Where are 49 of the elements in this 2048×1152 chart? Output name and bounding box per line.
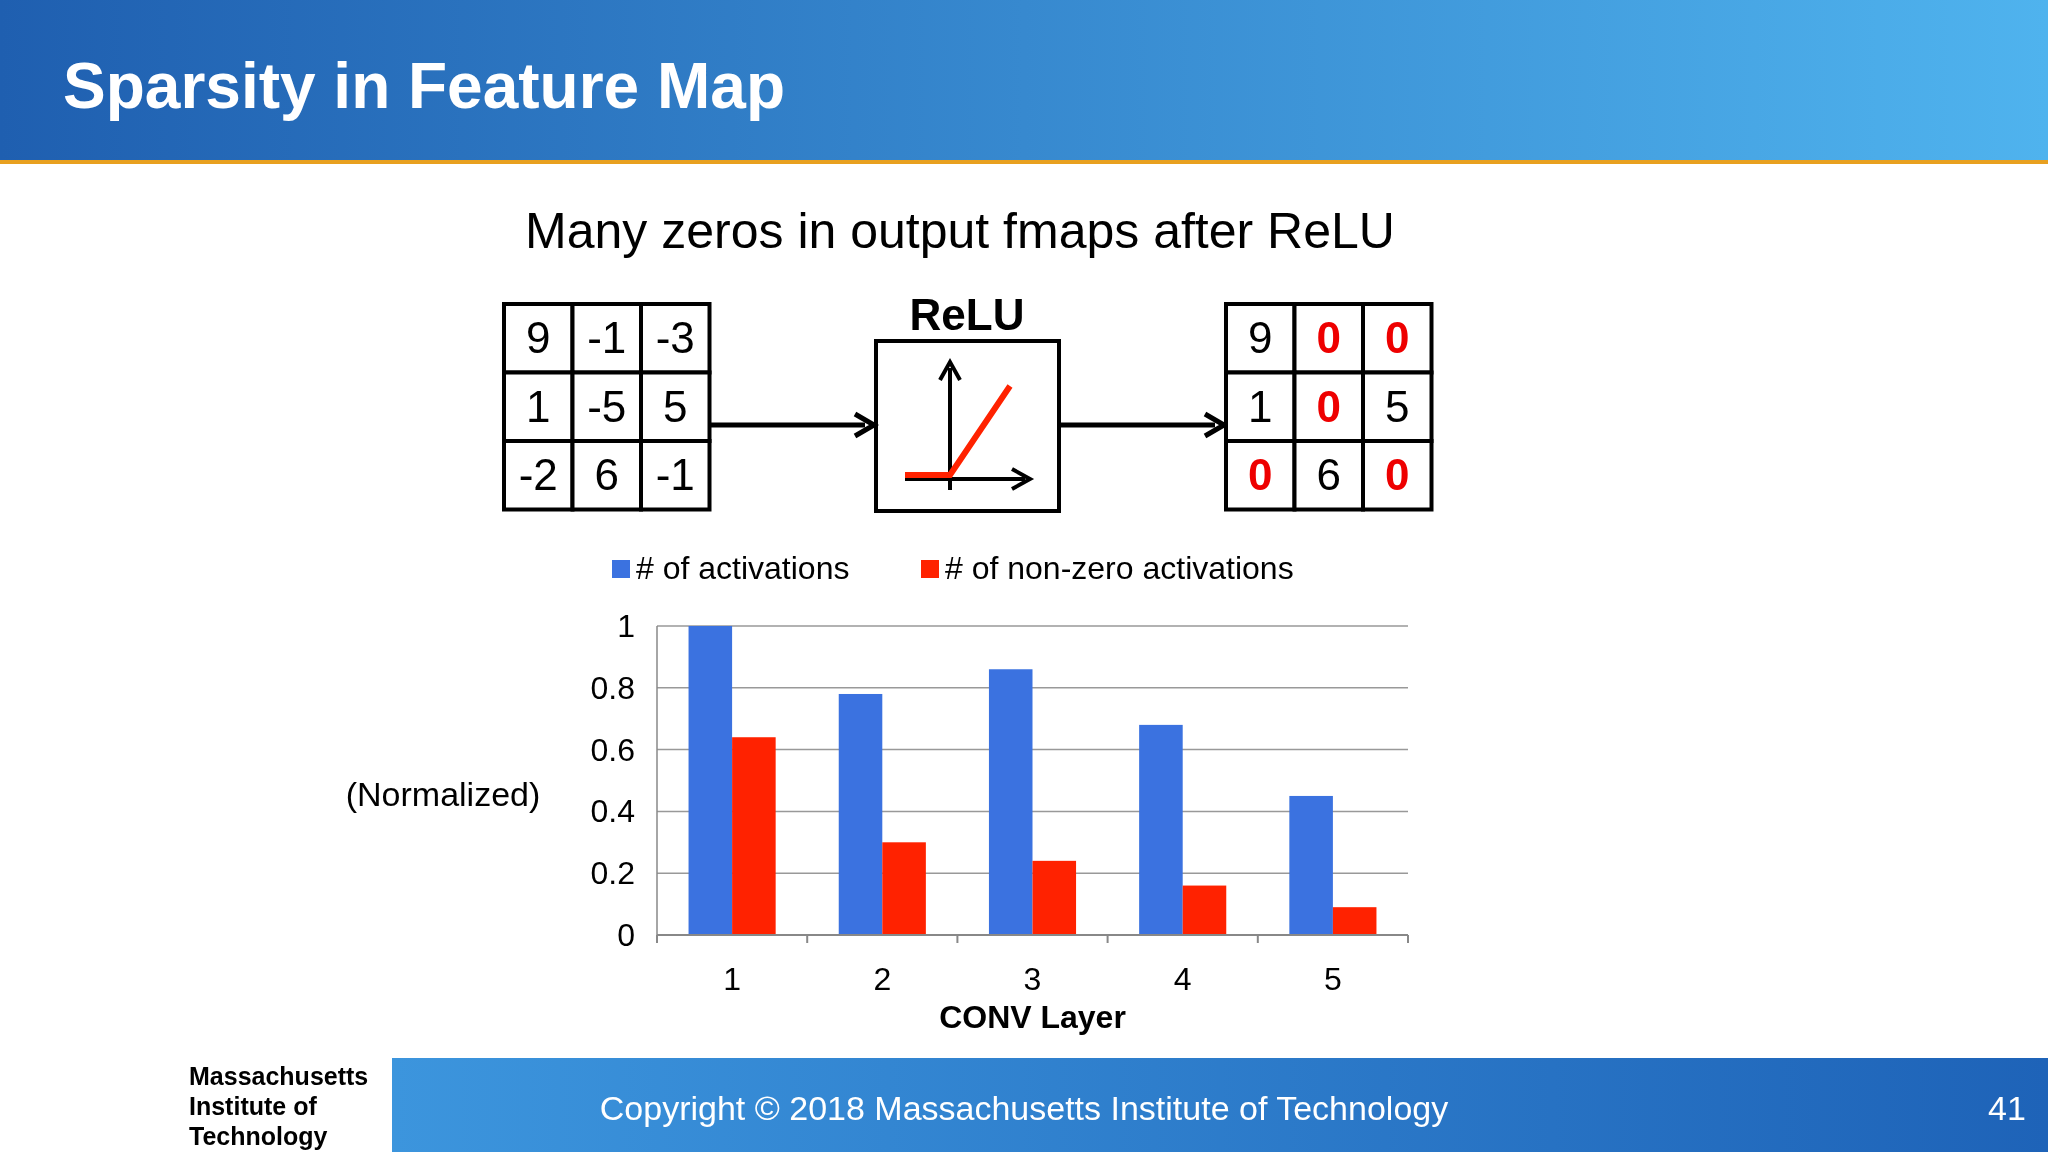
bar [1332,907,1377,935]
x-tick-label: 1 [723,961,741,997]
text: 0 [1248,450,1273,500]
text: -2 [518,450,558,500]
y-axis-title: (Normalized) [345,775,541,813]
bar [1032,860,1077,935]
y-tick-label: 0.6 [590,731,635,768]
text: -5 [587,381,627,431]
x-tick-label: 2 [873,961,892,997]
bar [1182,885,1227,935]
x-axis-title: CONV Layer [939,999,1126,1035]
y-tick-label: 1 [617,608,635,644]
legend-label: # of activations [636,550,850,586]
text: 0 [1385,450,1410,500]
text: 0 [1385,313,1410,363]
text: 1 [1248,381,1273,431]
text: 6 [594,450,619,500]
bar [838,693,883,935]
bar [732,737,776,935]
bar [988,669,1033,935]
legend-label: # of non-zero activations [945,550,1294,586]
text: Massachusetts Institute of Technology [189,1062,369,1150]
bar [882,842,926,935]
y-tick-label: 0 [617,917,635,953]
bar [688,626,733,935]
text: Sparsity in Feature Map [63,50,785,122]
text: ReLU [909,290,1025,339]
text: 6 [1316,450,1341,500]
y-tick-label: 0.4 [590,793,635,830]
bar [1139,724,1183,935]
text: Copyright © 2018 Massachusetts Institute of Technology [599,1089,1449,1127]
text: 0 [1316,381,1341,431]
y-tick-label: 0.2 [590,855,635,892]
text: 5 [663,381,688,431]
bar [1289,795,1333,935]
text: 0 [1316,313,1341,363]
text: 9 [526,313,551,363]
x-tick-label: 4 [1173,961,1192,997]
text: 5 [1385,381,1410,431]
text: 9 [1248,313,1273,363]
x-tick-label: 5 [1324,961,1342,997]
text: -1 [655,450,695,500]
text: Many zeros in output fmaps after ReLU [525,203,1395,259]
x-tick-label: 3 [1023,961,1042,997]
y-tick-label: 0.8 [590,669,635,706]
text: -3 [655,313,695,363]
text: 41 [1988,1089,2026,1127]
text: -1 [587,313,627,363]
text: 1 [526,381,551,431]
